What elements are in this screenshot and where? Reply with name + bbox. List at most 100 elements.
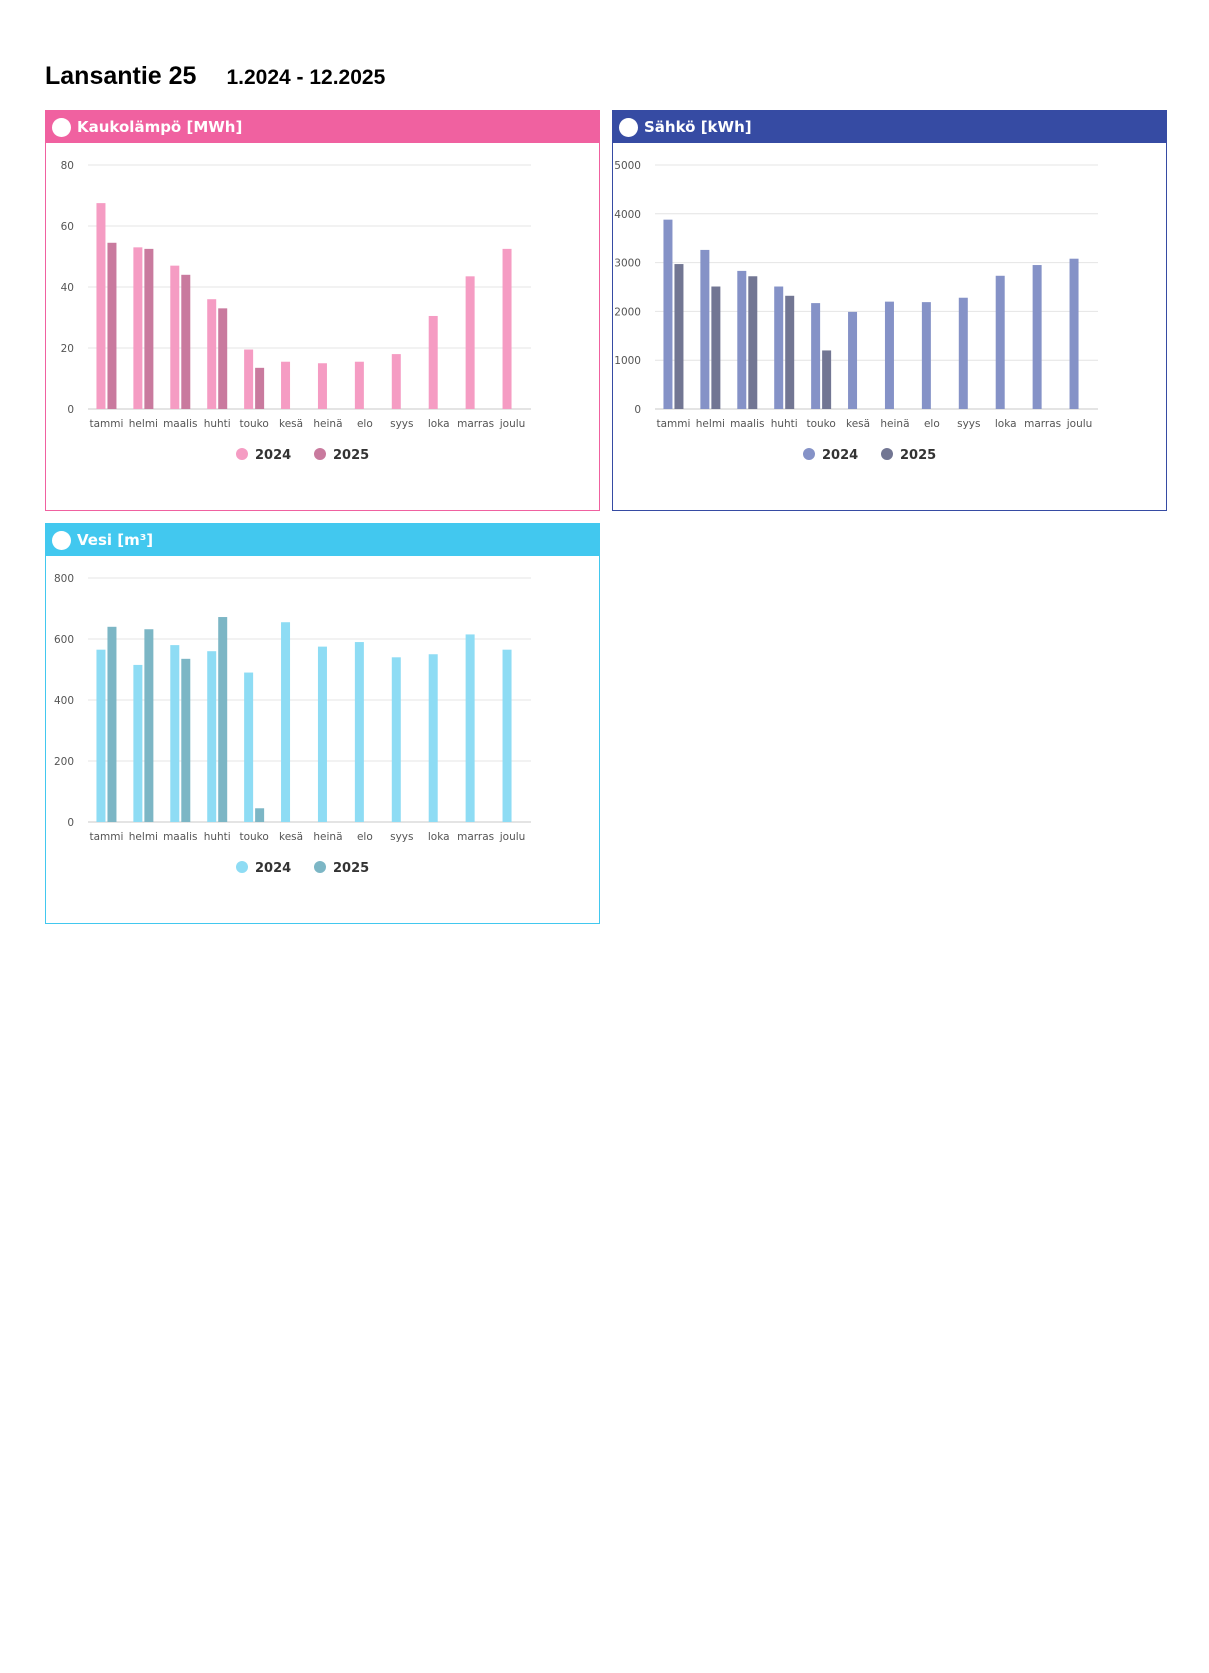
bar-2025-maalis[interactable]: [181, 658, 191, 822]
bar-2024-helmi[interactable]: [700, 249, 710, 409]
legend-label[interactable]: 2024: [255, 861, 291, 876]
y-tick-label: 5000: [614, 160, 641, 172]
bar-2024-maalis[interactable]: [170, 265, 180, 409]
bar-2024-heinä[interactable]: [317, 646, 327, 822]
panel-title: Vesi [m³]: [77, 531, 154, 549]
bar-2024-tammi[interactable]: [663, 219, 673, 409]
bar-2024-loka[interactable]: [428, 654, 438, 822]
panel-dot-icon: [52, 117, 71, 137]
bar-2024-joulu[interactable]: [1069, 258, 1079, 409]
electricity-chart-panel: Sähkö [kWh] 0 1000 2000 3000 4000 5000 tammi he…: [612, 110, 1167, 511]
bar-2024-elo[interactable]: [354, 642, 364, 822]
bar-2024-marras[interactable]: [465, 276, 475, 409]
x-tick-label: helmi: [129, 831, 158, 843]
bar-2024-helmi[interactable]: [133, 247, 143, 409]
legend-marker-2025: [314, 448, 326, 460]
bar-2024-syys[interactable]: [391, 354, 401, 409]
y-tick-label: 0: [67, 817, 74, 829]
bar-2025-helmi[interactable]: [144, 629, 154, 822]
bar-2024-huhti[interactable]: [207, 651, 217, 822]
panel-title: Sähkö [kWh]: [644, 118, 752, 136]
bar-2024-huhti[interactable]: [207, 299, 217, 409]
bar-2024-touko[interactable]: [811, 303, 821, 409]
x-tick-label: elo: [924, 418, 940, 430]
x-tick-label: huhti: [771, 418, 798, 430]
y-tick-label: 4000: [614, 209, 641, 221]
panel-header: Sähkö [kWh]: [613, 111, 1166, 143]
bar-2025-helmi[interactable]: [711, 286, 721, 409]
bar-2024-joulu[interactable]: [502, 649, 512, 822]
bar-2024-syys[interactable]: [391, 657, 401, 822]
bar-2025-touko[interactable]: [255, 808, 265, 822]
bar-2025-tammi[interactable]: [107, 626, 117, 822]
y-tick-label: 60: [61, 221, 74, 233]
bar-2024-loka[interactable]: [995, 275, 1005, 409]
y-tick-label: 800: [54, 573, 74, 585]
bar-2025-tammi[interactable]: [674, 264, 684, 409]
bar-2024-touko[interactable]: [244, 349, 254, 409]
bar-2025-huhti[interactable]: [785, 295, 795, 409]
bar-2024-helmi[interactable]: [133, 664, 143, 822]
legend-label[interactable]: 2024: [255, 448, 291, 463]
bar-2024-marras[interactable]: [465, 634, 475, 822]
x-tick-label: tammi: [656, 418, 690, 430]
heat-bar-chart: 0 20 40 60 80 tammi helmi maalis huhti touko kesä h…: [61, 160, 531, 463]
panel-dot-icon: [52, 530, 71, 550]
bar-2025-maalis[interactable]: [181, 274, 191, 409]
y-tick-label: 40: [61, 282, 74, 294]
y-tick-label: 0: [634, 404, 641, 416]
bar-2024-syys[interactable]: [958, 297, 968, 409]
electricity-bar-chart: 0 1000 2000 3000 4000 5000 tammi helmi maalis huh…: [614, 160, 1098, 463]
bar-2024-tammi[interactable]: [96, 649, 106, 822]
bar-2025-huhti[interactable]: [218, 308, 228, 409]
bar-2024-touko[interactable]: [244, 672, 254, 822]
bar-2024-elo[interactable]: [921, 302, 931, 409]
panel-dot-icon: [619, 117, 638, 137]
bar-2025-maalis[interactable]: [748, 276, 758, 409]
legend-marker-2025: [314, 861, 326, 873]
water-chart-panel: Vesi [m³] 0 200 400 600 800 tammi helmi maalis h…: [45, 523, 600, 924]
legend-label[interactable]: 2024: [822, 448, 858, 463]
bar-2025-helmi[interactable]: [144, 248, 154, 409]
x-tick-label: loka: [995, 418, 1017, 430]
bar-2025-tammi[interactable]: [107, 242, 117, 409]
legend-marker-2024: [803, 448, 815, 460]
water-bar-chart: 0 200 400 600 800 tammi helmi maalis huhti touko k…: [54, 573, 531, 876]
bar-2024-huhti[interactable]: [774, 286, 784, 409]
bar-2024-kesä[interactable]: [848, 311, 858, 409]
x-tick-label: syys: [390, 418, 413, 430]
bar-2024-kesä[interactable]: [281, 361, 291, 409]
legend-label[interactable]: 2025: [333, 448, 369, 463]
x-tick-label: elo: [357, 831, 373, 843]
page-header: Lansantie 25 1.2024 - 12.2025: [45, 62, 385, 91]
x-tick-label: heinä: [313, 831, 342, 843]
bar-2024-maalis[interactable]: [170, 645, 180, 822]
x-tick-label: joulu: [499, 418, 526, 430]
y-tick-label: 200: [54, 756, 74, 768]
x-tick-label: marras: [1024, 418, 1061, 430]
legend-label[interactable]: 2025: [900, 448, 936, 463]
x-tick-label: elo: [357, 418, 373, 430]
legend-label[interactable]: 2025: [333, 861, 369, 876]
x-tick-label: marras: [457, 418, 494, 430]
bar-2024-marras[interactable]: [1032, 265, 1042, 409]
bar-2025-huhti[interactable]: [218, 617, 228, 822]
bar-2024-elo[interactable]: [354, 361, 364, 409]
x-tick-label: heinä: [313, 418, 342, 430]
bar-2025-touko[interactable]: [822, 350, 832, 409]
x-tick-label: maalis: [730, 418, 764, 430]
bar-2024-tammi[interactable]: [96, 203, 106, 409]
bar-2024-heinä[interactable]: [884, 301, 894, 409]
bar-2025-touko[interactable]: [255, 367, 265, 409]
bar-2024-joulu[interactable]: [502, 248, 512, 409]
bar-2024-maalis[interactable]: [737, 270, 747, 409]
report-period: 1.2024 - 12.2025: [226, 66, 386, 89]
bar-2024-heinä[interactable]: [317, 363, 327, 409]
y-tick-label: 400: [54, 695, 74, 707]
x-tick-label: kesä: [846, 418, 870, 430]
x-tick-label: helmi: [696, 418, 725, 430]
x-tick-label: helmi: [129, 418, 158, 430]
bar-2024-loka[interactable]: [428, 315, 438, 409]
panel-title: Kaukolämpö [MWh]: [77, 118, 243, 136]
bar-2024-kesä[interactable]: [281, 622, 291, 822]
